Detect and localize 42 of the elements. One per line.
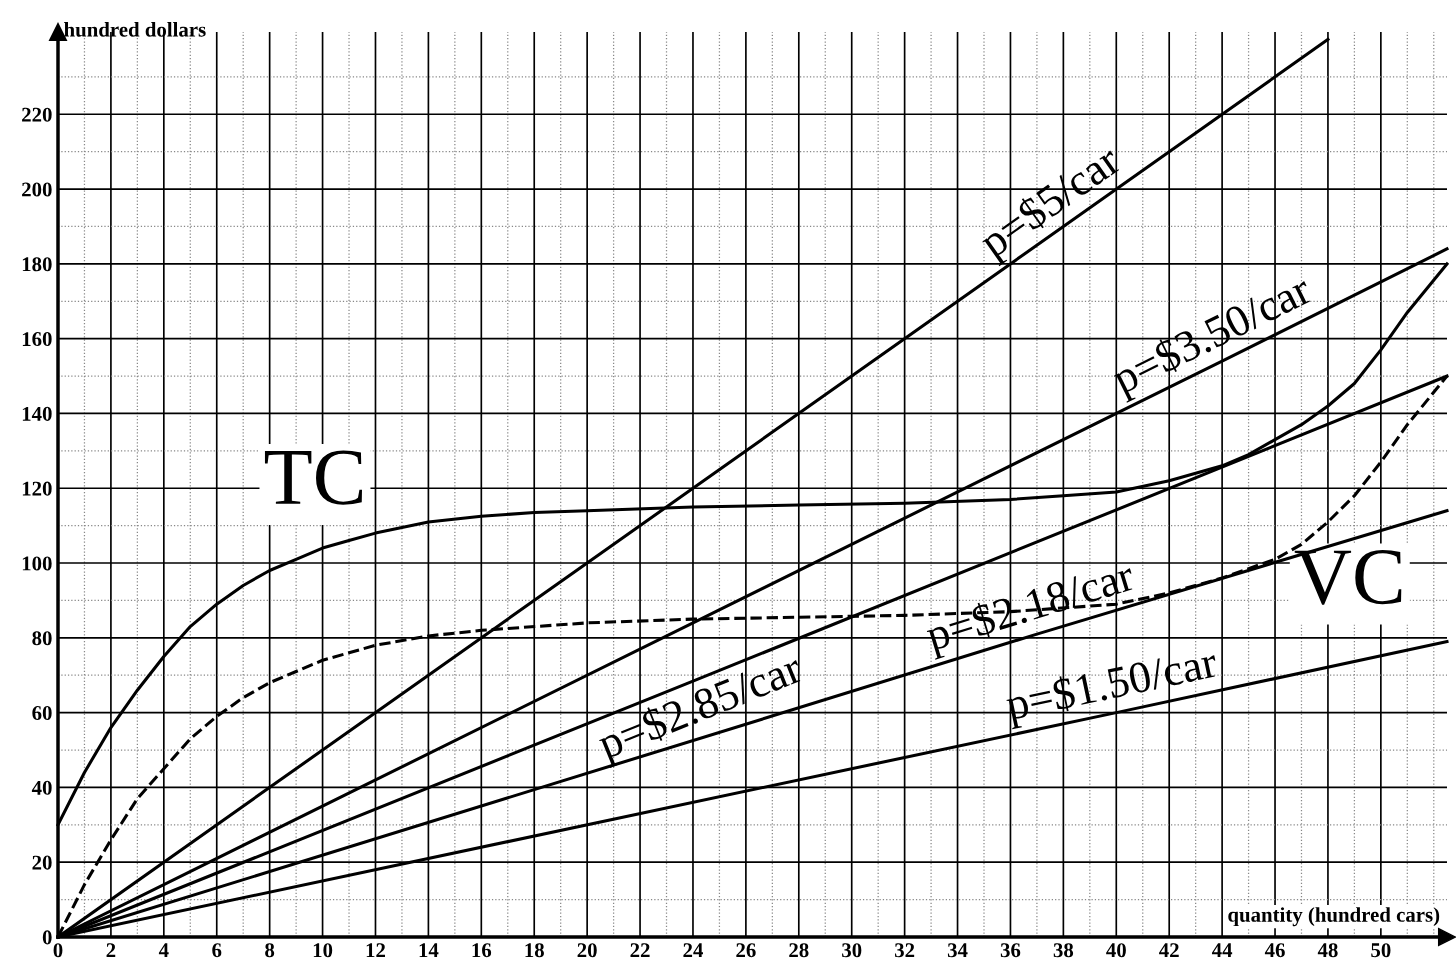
x-tick-label: 46 [1264,943,1285,958]
annotation: TC [264,450,362,505]
x-tick-label: 12 [366,943,386,958]
x-tick-label: 2 [106,943,116,958]
x-tick-label: 40 [1106,943,1126,958]
y-tick-label: 120 [22,481,52,496]
x-tick-label: 36 [1000,943,1021,958]
x-tick-label: 26 [736,943,756,958]
x-tick-label: 42 [1159,943,1179,958]
y-tick-label: 80 [32,631,52,646]
y-tick-label: 60 [32,705,52,721]
x-tick-label: 30 [842,943,862,958]
y-tick-label: 40 [31,780,52,795]
x-tick-label: 24 [683,943,703,958]
x-tick-label: 28 [789,943,809,958]
x-tick-label: 22 [630,943,650,958]
x-tick-label: 38 [1053,943,1074,958]
x-tick-label: 48 [1317,943,1338,958]
annotation: VC [1294,550,1402,605]
x-tick-label: 20 [577,943,597,958]
y-axis-title: hundred dollars [64,22,206,37]
x-tick-label: 6 [212,943,222,958]
y-tick-label: 200 [22,182,52,197]
y-tick-label: 0 [42,930,52,945]
y-tick-label: 160 [22,332,52,347]
x-tick-label: 4 [158,943,169,958]
x-tick-label: 16 [472,943,492,958]
x-tick-label: 8 [265,943,275,958]
y-tick-label: 140 [22,406,52,421]
y-tick-label: 220 [22,107,52,122]
x-tick-label: 34 [947,943,968,958]
x-tick-label: 50 [1371,943,1391,958]
x-tick-label: 32 [895,943,915,958]
x-tick-label: 18 [525,943,544,958]
x-axis-title: quantity (hundred cars) [1228,907,1440,927]
x-tick-label: 44 [1211,943,1233,958]
x-tick-label: 14 [419,943,439,958]
x-tick-label: 10 [313,943,333,958]
y-tick-label: 100 [22,556,52,571]
x-tick-label: 0 [53,943,63,958]
y-tick-label: 180 [22,257,52,272]
y-tick-label: 20 [32,855,52,870]
